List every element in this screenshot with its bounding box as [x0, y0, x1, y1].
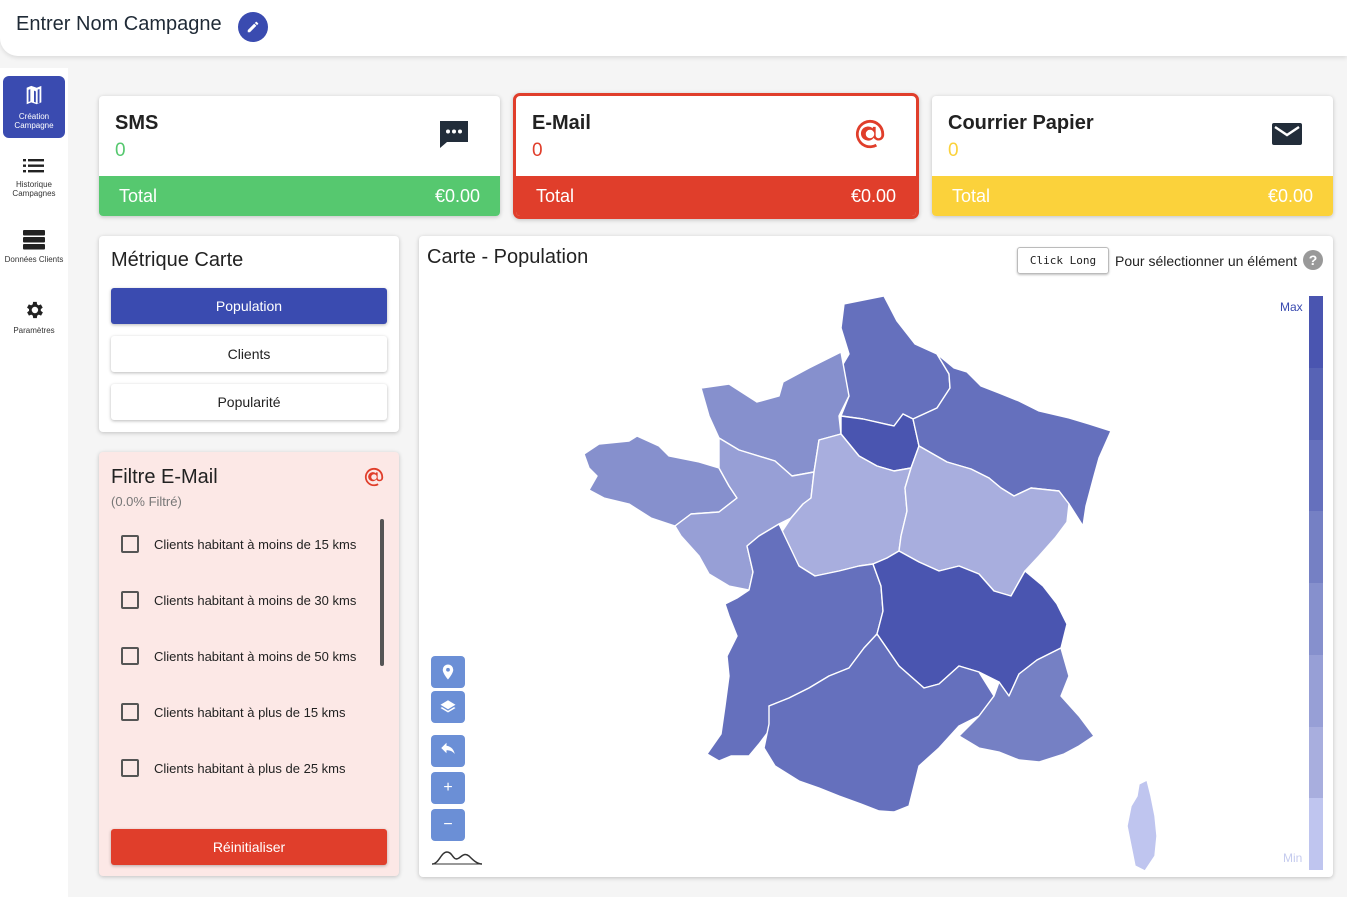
courrier-card[interactable]: Courrier Papier 0 Total €0.00	[932, 96, 1333, 216]
undo-icon	[441, 742, 455, 754]
channel-count: 0	[948, 140, 959, 161]
filter-option[interactable]: Clients habitant à moins de 50 kms	[121, 647, 356, 665]
region-occitanie[interactable]	[763, 633, 995, 813]
channel-name: SMS	[115, 112, 159, 134]
legend-step	[1309, 654, 1323, 727]
map-title: Carte - Population	[427, 246, 589, 268]
campaign-name[interactable]: Entrer Nom Campagne	[16, 13, 222, 35]
checkbox[interactable]	[121, 647, 139, 665]
map-panel: Carte - Population Click Long Pour sélec…	[419, 236, 1333, 877]
email-filter-panel: Filtre E-Mail (0.0% Filtré) Clients habi…	[99, 452, 399, 876]
terrain-icon	[431, 851, 483, 865]
filter-option[interactable]: Clients habitant à plus de 15 kms	[121, 703, 346, 721]
gear-icon	[27, 301, 43, 319]
total-label: Total	[952, 185, 991, 206]
layers-button[interactable]	[431, 691, 465, 723]
chat-icon	[436, 116, 472, 152]
scrollbar[interactable]	[380, 519, 384, 666]
filter-option-label: Clients habitant à moins de 50 kms	[154, 648, 357, 664]
at-icon	[363, 466, 385, 493]
sidebar-item-label: Création Campagne	[14, 111, 54, 130]
zoom-out-button[interactable]: −	[431, 809, 465, 841]
undo-button[interactable]	[431, 735, 465, 767]
top-bar: Entrer Nom Campagne	[0, 0, 1347, 56]
total-label: Total	[536, 185, 575, 206]
filter-subtitle: (0.0% Filtré)	[111, 494, 182, 509]
legend-step	[1309, 798, 1323, 870]
checkbox[interactable]	[121, 535, 139, 553]
sidebar-item-parametres[interactable]: Paramètres	[3, 286, 65, 348]
total-value: €0.00	[850, 185, 896, 206]
legend-scale	[1309, 296, 1323, 870]
region-provence-alpes-cote-dazur[interactable]	[958, 647, 1095, 763]
filter-option[interactable]: Clients habitant à moins de 15 kms	[121, 535, 356, 553]
email-card[interactable]: E-Mail 0 Total €0.00	[513, 93, 919, 219]
legend-max-label: Max	[1280, 300, 1303, 314]
region-grand-est[interactable]	[912, 353, 1112, 527]
legend-step	[1309, 296, 1323, 368]
total-value: €0.00	[434, 185, 480, 206]
channel-total-bar: Total €0.00	[932, 176, 1333, 216]
channel-total-bar: Total €0.00	[99, 176, 500, 216]
metric-panel: Métrique Carte Population Clients Popula…	[99, 236, 399, 432]
metric-popularite-button[interactable]: Popularité	[111, 384, 387, 420]
filter-option-label: Clients habitant à moins de 30 kms	[154, 592, 357, 608]
envelope-icon	[1269, 116, 1305, 152]
total-value: €0.00	[1267, 185, 1313, 206]
channel-count: 0	[115, 140, 126, 161]
legend-step	[1309, 511, 1323, 583]
at-icon	[852, 116, 888, 152]
filter-title: Filtre E-Mail	[111, 466, 218, 488]
channel-name: E-Mail	[532, 112, 591, 134]
checkbox[interactable]	[121, 703, 139, 721]
layers-icon	[440, 700, 456, 713]
database-icon	[23, 230, 45, 250]
filter-option-label: Clients habitant à plus de 25 kms	[154, 760, 346, 776]
zoom-in-button[interactable]: +	[431, 772, 465, 804]
region-corse[interactable]	[1126, 779, 1158, 872]
help-icon[interactable]: ?	[1303, 250, 1323, 270]
reset-button[interactable]: Réinitialiser	[111, 829, 387, 865]
sidebar-item-label: Paramètres	[13, 326, 55, 335]
legend-step	[1309, 726, 1323, 799]
sidebar-item-label: Historique Campagnes	[12, 179, 56, 198]
total-label: Total	[119, 185, 158, 206]
france-map	[583, 295, 1158, 872]
sidebar-item-historique[interactable]: Historique Campagnes	[3, 146, 65, 208]
checkbox[interactable]	[121, 759, 139, 777]
sidebar: Création Campagne Historique Campagnes D…	[0, 68, 68, 897]
location-icon	[442, 664, 454, 680]
terrain-button[interactable]	[431, 846, 483, 871]
sidebar-item-label: Données Clients	[4, 255, 64, 264]
sidebar-item-donnees-clients[interactable]: Données Clients	[3, 216, 65, 278]
legend-step	[1309, 583, 1323, 655]
channel-name: Courrier Papier	[948, 112, 1094, 134]
metric-clients-button[interactable]: Clients	[111, 336, 387, 372]
region-hauts-de-france[interactable]	[838, 295, 951, 427]
sms-card[interactable]: SMS 0 Total €0.00	[99, 96, 500, 216]
filter-option[interactable]: Clients habitant à moins de 30 kms	[121, 591, 356, 609]
location-button[interactable]	[431, 656, 465, 688]
filter-option[interactable]: Clients habitant à plus de 25 kms	[121, 759, 346, 777]
map-hint: Pour sélectionner un élément	[1115, 253, 1298, 269]
legend-step	[1309, 367, 1323, 440]
metric-title: Métrique Carte	[111, 249, 244, 271]
legend-min-label: Min	[1283, 851, 1303, 865]
legend-step	[1309, 439, 1323, 512]
map-icon	[26, 85, 42, 104]
channel-total-bar: Total €0.00	[516, 176, 916, 216]
click-long-badge: Click Long	[1017, 247, 1109, 274]
list-icon	[23, 158, 44, 172]
filter-option-label: Clients habitant à moins de 15 kms	[154, 536, 357, 552]
edit-name-button[interactable]	[238, 12, 268, 42]
sidebar-item-creation-campagne[interactable]: Création Campagne	[3, 76, 65, 138]
checkbox[interactable]	[121, 591, 139, 609]
pencil-icon	[247, 21, 259, 33]
filter-option-label: Clients habitant à plus de 15 kms	[154, 704, 346, 720]
channel-count: 0	[532, 140, 543, 161]
metric-population-button[interactable]: Population	[111, 288, 387, 324]
